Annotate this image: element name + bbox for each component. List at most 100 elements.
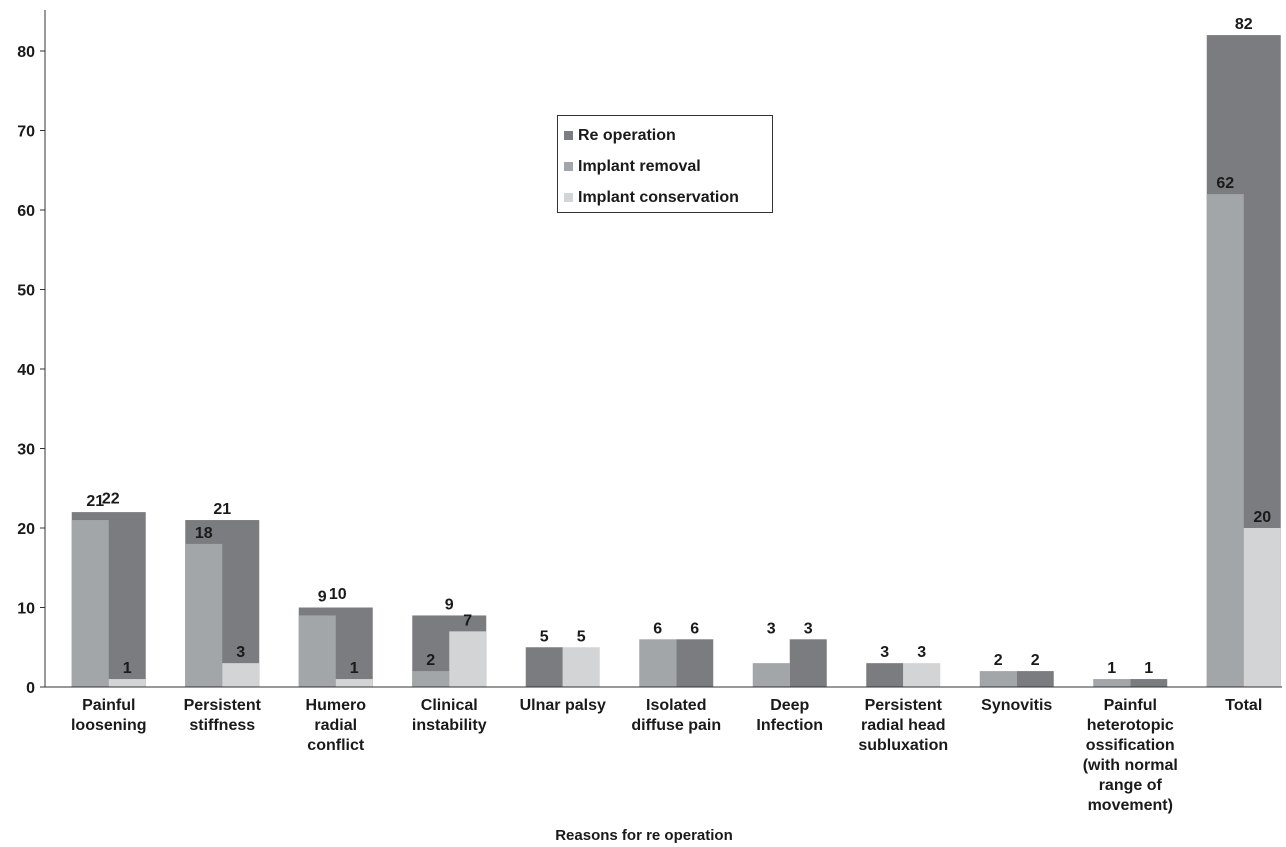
category-label-line: ossification <box>1086 737 1175 754</box>
bar-total-implant-conservation <box>1243 528 1281 687</box>
category-label-line: Deep <box>770 697 809 714</box>
data-label-persistent-stiffness-2: 3 <box>236 644 245 661</box>
category-label-line: Persistent <box>865 697 943 714</box>
category-label-humero-radial-conflict: Humero radial conflict <box>306 697 367 754</box>
data-label-ulnar-palsy-0: 5 <box>540 628 549 645</box>
data-label-humero-radial-conflict-0: 9 <box>318 589 327 606</box>
bar-humero-radial-conflict-implant-conservation <box>335 679 373 687</box>
legend-label-implant-conservation: Implant conservation <box>578 188 739 206</box>
data-label-painful-loosening-1: 22 <box>102 491 120 508</box>
data-label-humero-radial-conflict-1: 10 <box>329 586 347 603</box>
category-label-isolated-diffuse-pain: Isolated diffuse pain <box>631 697 721 734</box>
category-label-line: Infection <box>756 717 823 734</box>
bar-total-implant-removal <box>1206 194 1244 687</box>
data-label-painful-loosening-2: 1 <box>123 660 132 677</box>
category-label-line: stiffness <box>189 717 255 734</box>
y-tick-label-60: 60 <box>17 203 35 220</box>
data-label-persistent-radial-head-subluxation-0: 3 <box>880 644 889 661</box>
y-tick-label-50: 50 <box>17 283 35 300</box>
bar-clinical-instability-implant-conservation <box>449 631 487 687</box>
data-label-synovitis-0: 2 <box>994 652 1003 669</box>
category-label-line: Painful <box>1104 697 1157 714</box>
category-label-line: instability <box>412 717 487 734</box>
data-label-persistent-stiffness-0: 18 <box>195 525 213 542</box>
data-label-isolated-diffuse-pain-1: 6 <box>690 620 699 637</box>
data-label-clinical-instability-1: 9 <box>445 596 454 613</box>
category-label-line: Humero <box>306 697 367 714</box>
category-label-painful-heterotopic-ossification-with-normal-range-of-movement: Painful heterotopic ossification (with norm… <box>1083 697 1178 814</box>
data-label-isolated-diffuse-pain-0: 6 <box>653 620 662 637</box>
category-label-line: heterotopic <box>1087 717 1174 734</box>
x-axis-title: Reasons for re operation <box>555 827 733 844</box>
category-label-line: range of <box>1099 777 1163 794</box>
category-label-line: Total <box>1225 697 1262 714</box>
legend-label-implant-removal: Implant removal <box>578 157 701 175</box>
data-label-painful-heterotopic-ossification-with-normal-range-of-movement-0: 1 <box>1107 660 1116 677</box>
category-label-clinical-instability: Clinical instability <box>412 697 487 734</box>
data-label-painful-heterotopic-ossification-with-normal-range-of-movement-1: 1 <box>1144 660 1153 677</box>
category-label-line: radial <box>314 717 357 734</box>
category-label-total: Total <box>1225 697 1262 714</box>
bar-painful-loosening-implant-removal <box>71 520 109 687</box>
category-label-line: Clinical <box>421 697 478 714</box>
category-label-persistent-radial-head-subluxation: Persistent radial head subluxation <box>858 697 948 754</box>
legend-swatch-re-operation <box>564 131 573 140</box>
category-label-line: Ulnar palsy <box>520 697 606 714</box>
y-tick-label-30: 30 <box>17 442 35 459</box>
data-label-total-1: 82 <box>1235 16 1253 33</box>
bar-ulnar-palsy-re-operation <box>525 647 563 687</box>
bar-synovitis-implant-removal <box>979 671 1017 687</box>
y-tick-label-0: 0 <box>26 680 35 697</box>
bar-deep-infection-implant-removal <box>752 663 790 687</box>
category-label-line: Persistent <box>184 697 262 714</box>
bar-isolated-diffuse-pain-re-operation <box>676 639 714 687</box>
bar-isolated-diffuse-pain-implant-removal <box>639 639 677 687</box>
data-label-deep-infection-1: 3 <box>804 620 813 637</box>
legend-item-implant-conservation: Implant conservation <box>564 182 772 213</box>
y-tick-label-10: 10 <box>17 601 35 618</box>
data-label-persistent-radial-head-subluxation-1: 3 <box>917 644 926 661</box>
legend-swatch-implant-removal <box>564 162 573 171</box>
legend-item-implant-removal: Implant removal <box>564 151 772 182</box>
category-label-deep-infection: Deep Infection <box>756 697 823 734</box>
category-label-ulnar-palsy: Ulnar palsy <box>520 697 606 714</box>
data-label-humero-radial-conflict-2: 1 <box>350 660 359 677</box>
category-label-line: Synovitis <box>981 697 1052 714</box>
bar-persistent-stiffness-implant-removal <box>185 543 223 687</box>
legend-label-re-operation: Re operation <box>578 126 676 144</box>
bar-deep-infection-re-operation <box>789 639 827 687</box>
legend-item-re-operation: Re operation <box>564 120 772 151</box>
category-label-line: movement) <box>1088 797 1173 814</box>
category-label-line: diffuse pain <box>631 717 721 734</box>
bar-painful-heterotopic-ossification-with-normal-range-of-movement-re-operation <box>1130 679 1168 687</box>
data-label-persistent-stiffness-1: 21 <box>213 501 231 518</box>
y-tick-label-80: 80 <box>17 44 35 61</box>
bar-persistent-radial-head-subluxation-re-operation <box>866 663 904 687</box>
data-label-ulnar-palsy-1: 5 <box>577 628 586 645</box>
category-label-line: Isolated <box>646 697 706 714</box>
category-label-line: (with normal <box>1083 757 1178 774</box>
category-label-line: subluxation <box>858 737 948 754</box>
data-label-total-0: 62 <box>1216 175 1234 192</box>
data-label-synovitis-1: 2 <box>1031 652 1040 669</box>
data-label-total-2: 20 <box>1253 509 1271 526</box>
category-label-persistent-stiffness: Persistent stiffness <box>184 697 262 734</box>
y-tick-label-70: 70 <box>17 124 35 141</box>
category-label-line: radial head <box>861 717 945 734</box>
y-tick-label-40: 40 <box>17 362 35 379</box>
y-tick-label-20: 20 <box>17 521 35 538</box>
chart-legend: Re operation Implant removal Implant con… <box>557 115 773 213</box>
bar-humero-radial-conflict-implant-removal <box>298 615 336 687</box>
data-label-clinical-instability-2: 7 <box>463 612 472 629</box>
bar-clinical-instability-implant-removal <box>412 671 450 687</box>
bar-painful-heterotopic-ossification-with-normal-range-of-movement-implant-removal <box>1093 679 1131 687</box>
bar-painful-loosening-implant-conservation <box>108 679 146 687</box>
bar-persistent-stiffness-implant-conservation <box>222 663 260 687</box>
category-label-line: conflict <box>307 737 365 754</box>
category-label-line: Painful <box>82 697 135 714</box>
bar-synovitis-re-operation <box>1016 671 1054 687</box>
category-label-synovitis: Synovitis <box>981 697 1052 714</box>
data-label-painful-loosening-0: 21 <box>86 493 104 510</box>
legend-swatch-implant-conservation <box>564 193 573 202</box>
